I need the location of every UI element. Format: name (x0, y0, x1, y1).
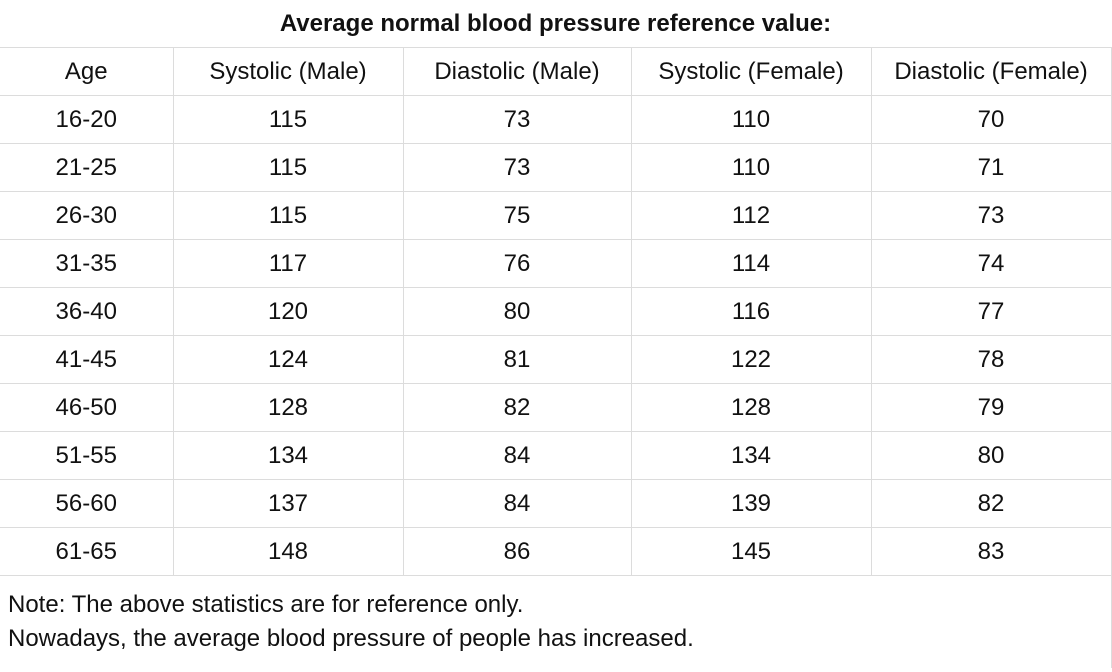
cell-systolic-female: 112 (630, 191, 872, 240)
cell-systolic-male: 128 (172, 383, 404, 432)
cell-age: 56-60 (0, 479, 174, 528)
cell-systolic-female: 128 (630, 383, 872, 432)
cell-systolic-male: 124 (172, 335, 404, 384)
cell-systolic-male: 137 (172, 479, 404, 528)
cell-systolic-male: 120 (172, 287, 404, 336)
table-title: Average normal blood pressure reference … (0, 0, 1111, 48)
cell-systolic-male: 117 (172, 239, 404, 288)
cell-age: 21-25 (0, 143, 174, 192)
cell-age: 36-40 (0, 287, 174, 336)
cell-diastolic-male: 73 (402, 95, 632, 144)
cell-systolic-female: 116 (630, 287, 872, 336)
cell-systolic-male: 115 (172, 191, 404, 240)
column-header-age: Age (0, 47, 174, 96)
table-row: 46-50 128 82 128 79 (0, 383, 1112, 432)
column-header-systolic-male: Systolic (Male) (172, 47, 404, 96)
table-title-row: Average normal blood pressure reference … (0, 0, 1111, 48)
cell-diastolic-male: 84 (402, 431, 632, 480)
note-line-1: Note: The above statistics are for refer… (8, 591, 524, 618)
cell-systolic-female: 139 (630, 479, 872, 528)
cell-systolic-female: 134 (630, 431, 872, 480)
cell-diastolic-male: 82 (402, 383, 632, 432)
cell-age: 61-65 (0, 527, 174, 576)
table-row: 31-35 117 76 114 74 (0, 239, 1112, 288)
cell-diastolic-male: 80 (402, 287, 632, 336)
cell-diastolic-male: 75 (402, 191, 632, 240)
notes-row: Note: The above statistics are for refer… (0, 575, 1112, 668)
table-row: 51-55 134 84 134 80 (0, 431, 1112, 480)
cell-systolic-male: 148 (172, 527, 404, 576)
table-row: 21-25 115 73 110 71 (0, 143, 1112, 192)
table-row: 61-65 148 86 145 83 (0, 527, 1112, 576)
table-row: 26-30 115 75 112 73 (0, 191, 1112, 240)
column-header-diastolic-male: Diastolic (Male) (402, 47, 632, 96)
cell-systolic-female: 110 (630, 95, 872, 144)
cell-diastolic-female: 83 (870, 527, 1112, 576)
table-header-row: Age Systolic (Male) Diastolic (Male) Sys… (0, 47, 1112, 96)
notes-cell: Note: The above statistics are for refer… (0, 575, 1112, 668)
column-header-diastolic-female: Diastolic (Female) (870, 47, 1112, 96)
cell-diastolic-female: 74 (870, 239, 1112, 288)
cell-age: 41-45 (0, 335, 174, 384)
cell-systolic-female: 114 (630, 239, 872, 288)
table-row: 41-45 124 81 122 78 (0, 335, 1112, 384)
cell-diastolic-male: 76 (402, 239, 632, 288)
cell-diastolic-female: 77 (870, 287, 1112, 336)
cell-diastolic-male: 73 (402, 143, 632, 192)
cell-diastolic-male: 84 (402, 479, 632, 528)
cell-diastolic-male: 86 (402, 527, 632, 576)
cell-systolic-male: 115 (172, 95, 404, 144)
column-header-systolic-female: Systolic (Female) (630, 47, 872, 96)
cell-age: 31-35 (0, 239, 174, 288)
cell-age: 51-55 (0, 431, 174, 480)
table-body: 16-20 115 73 110 70 21-25 115 73 110 71 26-30 115 75… (0, 95, 1112, 576)
note-line-2: Nowadays, the average blood pressure of … (8, 625, 694, 652)
table-row: 56-60 137 84 139 82 (0, 479, 1112, 528)
cell-diastolic-female: 78 (870, 335, 1112, 384)
cell-diastolic-female: 70 (870, 95, 1112, 144)
cell-systolic-female: 122 (630, 335, 872, 384)
cell-age: 46-50 (0, 383, 174, 432)
cell-systolic-female: 145 (630, 527, 872, 576)
cell-systolic-male: 115 (172, 143, 404, 192)
cell-diastolic-female: 71 (870, 143, 1112, 192)
cell-systolic-female: 110 (630, 143, 872, 192)
table-row: 36-40 120 80 116 77 (0, 287, 1112, 336)
cell-diastolic-female: 82 (870, 479, 1112, 528)
cell-age: 26-30 (0, 191, 174, 240)
cell-diastolic-male: 81 (402, 335, 632, 384)
cell-diastolic-female: 80 (870, 431, 1112, 480)
cell-systolic-male: 134 (172, 431, 404, 480)
table-row: 16-20 115 73 110 70 (0, 95, 1112, 144)
cell-diastolic-female: 79 (870, 383, 1112, 432)
cell-diastolic-female: 73 (870, 191, 1112, 240)
cell-age: 16-20 (0, 95, 174, 144)
